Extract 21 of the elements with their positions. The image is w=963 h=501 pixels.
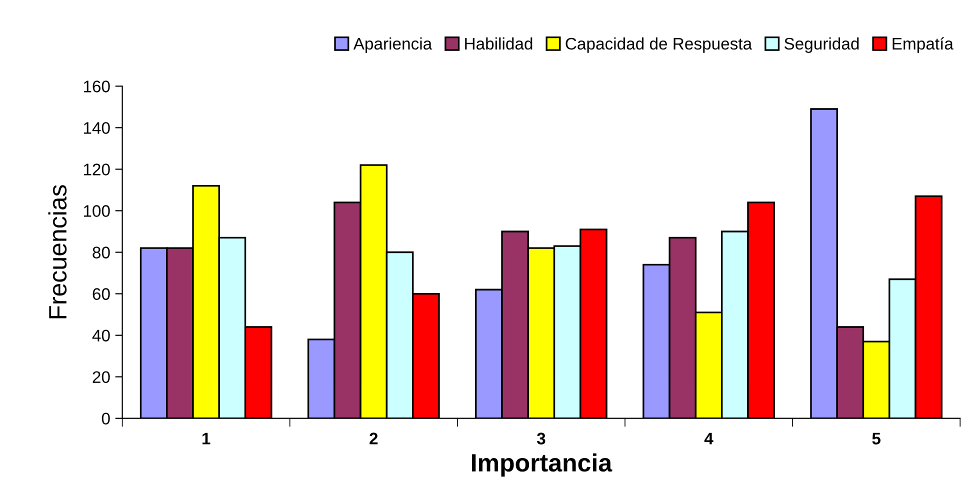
x-tick-label: 3 — [536, 432, 546, 444]
legend-label: Empatía — [892, 37, 954, 53]
y-axis-title: Frecuencias — [48, 185, 67, 318]
y-tick-label: 160 — [84, 80, 110, 92]
x-tick-label: 5 — [872, 432, 880, 444]
y-tick-label: 60 — [92, 288, 110, 300]
y-tick-label: 120 — [84, 164, 110, 176]
x-tick-label: 2 — [370, 432, 378, 444]
x-axis-title: Importancia — [472, 453, 612, 477]
y-tick-label: 20 — [92, 371, 110, 384]
legend-label: Seguridad — [784, 37, 859, 53]
y-tick-label: 100 — [84, 205, 110, 217]
legend-label: Apariencia — [353, 37, 432, 53]
legend-label: Habilidad — [465, 37, 532, 50]
y-tick-label: 80 — [92, 246, 110, 258]
y-tick-label: 40 — [92, 330, 110, 342]
legend-label: Capacidad de Respuesta — [566, 37, 752, 53]
y-tick-label: 140 — [84, 122, 110, 134]
x-tick-label: 4 — [704, 432, 714, 444]
x-tick-label: 1 — [202, 432, 210, 444]
y-tick-label: 0 — [102, 412, 110, 425]
